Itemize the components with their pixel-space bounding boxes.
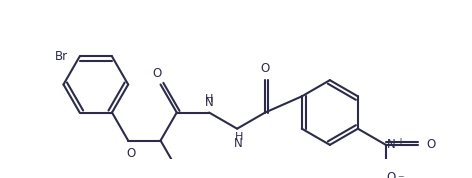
Text: O: O [426, 138, 436, 151]
Text: ⁻: ⁻ [397, 173, 404, 178]
Text: N: N [235, 137, 243, 150]
Text: N: N [387, 138, 396, 151]
Text: N: N [205, 96, 213, 109]
Text: +: + [396, 137, 405, 147]
Text: O: O [261, 62, 270, 75]
Text: O: O [152, 67, 161, 80]
Text: Br: Br [54, 50, 67, 63]
Text: H: H [235, 132, 243, 142]
Text: O: O [387, 171, 396, 178]
Text: H: H [205, 95, 213, 104]
Text: O: O [127, 147, 136, 160]
